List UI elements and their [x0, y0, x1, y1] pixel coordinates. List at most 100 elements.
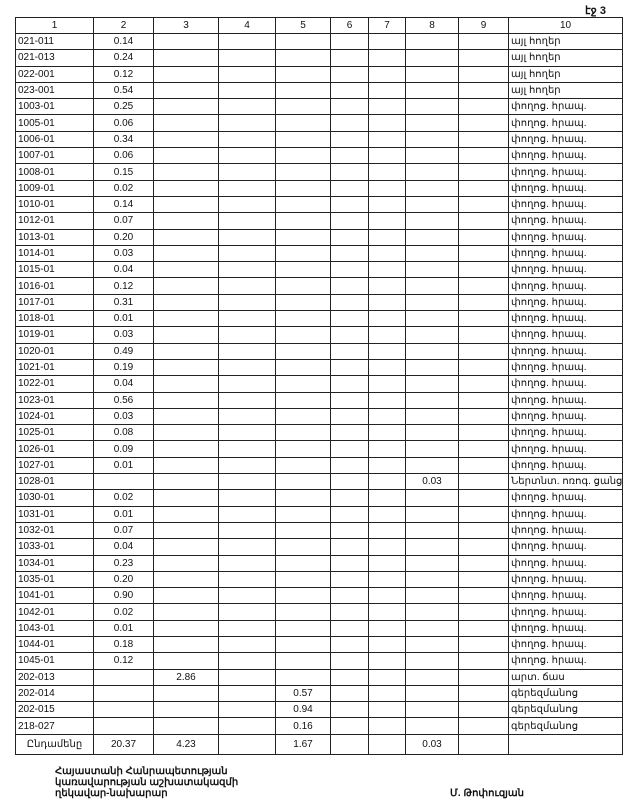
table-cell: [368, 489, 406, 507]
table-cell: [275, 587, 331, 605]
table-cell: [93, 701, 154, 719]
table-cell: 0.03: [93, 326, 154, 344]
table-row: 1018-01 0.01 փողոց. հրապ.: [15, 310, 623, 328]
table-cell: [153, 521, 219, 540]
table-cell: 0.06: [93, 147, 154, 165]
table-row: 1023-01 0.56 փողոց. հրապ.: [15, 391, 623, 409]
table-cell: [405, 684, 459, 703]
table-cell: 1018-01: [15, 310, 94, 328]
table-cell: [153, 407, 219, 426]
table-cell: [368, 701, 406, 719]
table-cell: փողոց. հրապ.: [508, 424, 623, 442]
table-row: 1014-01 0.03 փողոց. հրապ.: [15, 244, 623, 263]
table-cell: [330, 163, 369, 181]
table-cell: [275, 326, 331, 344]
table-cell: [218, 212, 276, 230]
table-cell: [368, 293, 406, 312]
table-cell: Ներտնտ. ոռոգ. ցանց: [508, 473, 623, 491]
table-cell: [458, 505, 509, 523]
table-cell: [218, 228, 276, 246]
table-cell: [458, 717, 509, 735]
table-cell: 0.12: [93, 65, 154, 83]
table-cell: 0.34: [93, 130, 154, 149]
table-cell: [458, 407, 509, 426]
table-cell: փողոց. հրապ.: [508, 326, 623, 344]
column-header: 2: [93, 17, 154, 34]
table-cell: 1034-01: [15, 554, 94, 572]
table-cell: փողոց. հրապ.: [508, 587, 623, 605]
table-cell: [405, 261, 459, 279]
table-cell: [330, 489, 369, 507]
table-cell: փողոց. հրապ.: [508, 114, 623, 132]
table-cell: [330, 277, 369, 295]
table-cell: 1005-01: [15, 114, 94, 132]
table-cell: 0.31: [93, 293, 154, 312]
table-cell: [368, 212, 406, 230]
table-cell: փողոց. հրապ.: [508, 521, 623, 540]
table-cell: [218, 456, 276, 475]
table-cell: [368, 195, 406, 214]
table-cell: [218, 407, 276, 426]
table-cell: [218, 326, 276, 344]
table-cell: [458, 391, 509, 409]
table-cell: [153, 195, 219, 214]
table-cell: [405, 635, 459, 654]
table-cell: [153, 603, 219, 621]
table-row: 1024-01 0.03 փողոց. հրապ.: [15, 407, 623, 426]
table-row: 1041-01 0.90 փողոց. հրապ.: [15, 587, 623, 605]
table-row: 1030-01 0.02 փողոց. հրապ.: [15, 489, 623, 507]
table-cell: [458, 440, 509, 458]
table-cell: [405, 32, 459, 51]
table-cell: [368, 505, 406, 523]
table-cell: [368, 244, 406, 263]
table-cell: [330, 391, 369, 409]
table-cell: 1012-01: [15, 212, 94, 230]
table-row: 1009-01 0.02 փողոց. հրապ.: [15, 179, 623, 197]
table-cell: [405, 130, 459, 149]
page-number: էջ 3: [585, 5, 606, 17]
table-cell: գերեզմանոց: [508, 717, 623, 735]
table-cell: [458, 163, 509, 181]
table-cell: [405, 163, 459, 181]
table-cell: փողոց. հրապ.: [508, 244, 623, 263]
table-cell: 0.14: [93, 195, 154, 214]
table-cell: այլ հողեր: [508, 49, 623, 67]
table-cell: [93, 668, 154, 686]
table-cell: [275, 261, 331, 279]
table-cell: [458, 538, 509, 556]
table-cell: [153, 554, 219, 572]
table-cell: [368, 635, 406, 654]
table-cell: [218, 195, 276, 214]
table-cell: [458, 619, 509, 637]
table-cell: [153, 587, 219, 605]
table-cell: [368, 587, 406, 605]
table-cell: [218, 701, 276, 719]
table-cell: [218, 358, 276, 377]
table-cell: [218, 684, 276, 703]
table-cell: [275, 179, 331, 197]
table-cell: [153, 49, 219, 67]
table-cell: [275, 147, 331, 165]
table-cell: [153, 684, 219, 703]
table-cell: 0.19: [93, 358, 154, 377]
table-cell: [458, 456, 509, 475]
table-cell: [218, 733, 276, 755]
table-cell: 1033-01: [15, 538, 94, 556]
table-cell: [368, 554, 406, 572]
table-cell: 0.20: [93, 228, 154, 246]
table-row: 1033-01 0.04 փողոց. հրապ.: [15, 538, 623, 556]
table-cell: [330, 424, 369, 442]
table-cell: [218, 505, 276, 523]
column-header: 8: [405, 17, 459, 34]
table-cell: [405, 652, 459, 670]
table-cell: [330, 603, 369, 621]
table-cell: [93, 717, 154, 735]
footer-line: ղեկավար-նախարար: [55, 788, 168, 799]
table-cell: [218, 603, 276, 621]
table-cell: [153, 326, 219, 344]
table-cell: [218, 342, 276, 360]
table-cell: [458, 32, 509, 51]
table-cell: 0.01: [93, 310, 154, 328]
table-cell: [153, 701, 219, 719]
table-cell: [368, 342, 406, 360]
